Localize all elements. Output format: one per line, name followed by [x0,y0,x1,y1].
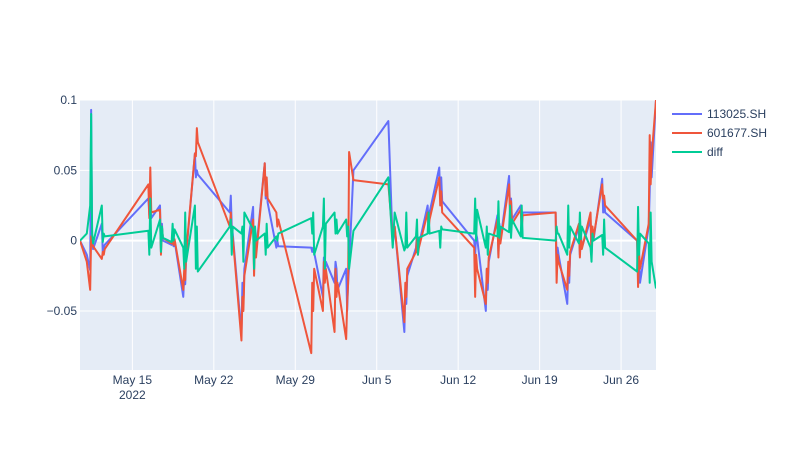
x-tick-label: Jun 5 [362,373,392,387]
x-tick-label: May 29 [276,373,316,387]
x-tick-label: Jun 19 [522,373,558,387]
legend-label: diff [707,145,723,159]
y-tick-label: 0 [70,234,77,248]
y-tick-label: −0.05 [47,304,78,318]
gridlines [80,99,656,370]
legend-item[interactable]: diff [672,145,723,159]
y-tick-label: 0.1 [60,93,77,107]
x-tick-label: May 22 [194,373,234,387]
x-tick-label: May 15 [113,373,153,387]
legend-label: 113025.SH [707,107,766,121]
legend-label: 601677.SH [707,126,767,140]
x-tick-label: Jun 26 [603,373,639,387]
legend-item[interactable]: 601677.SH [672,126,767,140]
legend-item[interactable]: 113025.SH [672,107,766,121]
y-tick-label: 0.05 [54,163,78,177]
x-tick-sublabel: 2022 [119,388,146,402]
series-line-2 [80,113,656,289]
legend[interactable]: 113025.SH 601677.SH diff [672,107,767,159]
x-tick-label: Jun 12 [440,373,476,387]
series-line-1 [80,100,656,355]
series-lines [80,100,656,355]
